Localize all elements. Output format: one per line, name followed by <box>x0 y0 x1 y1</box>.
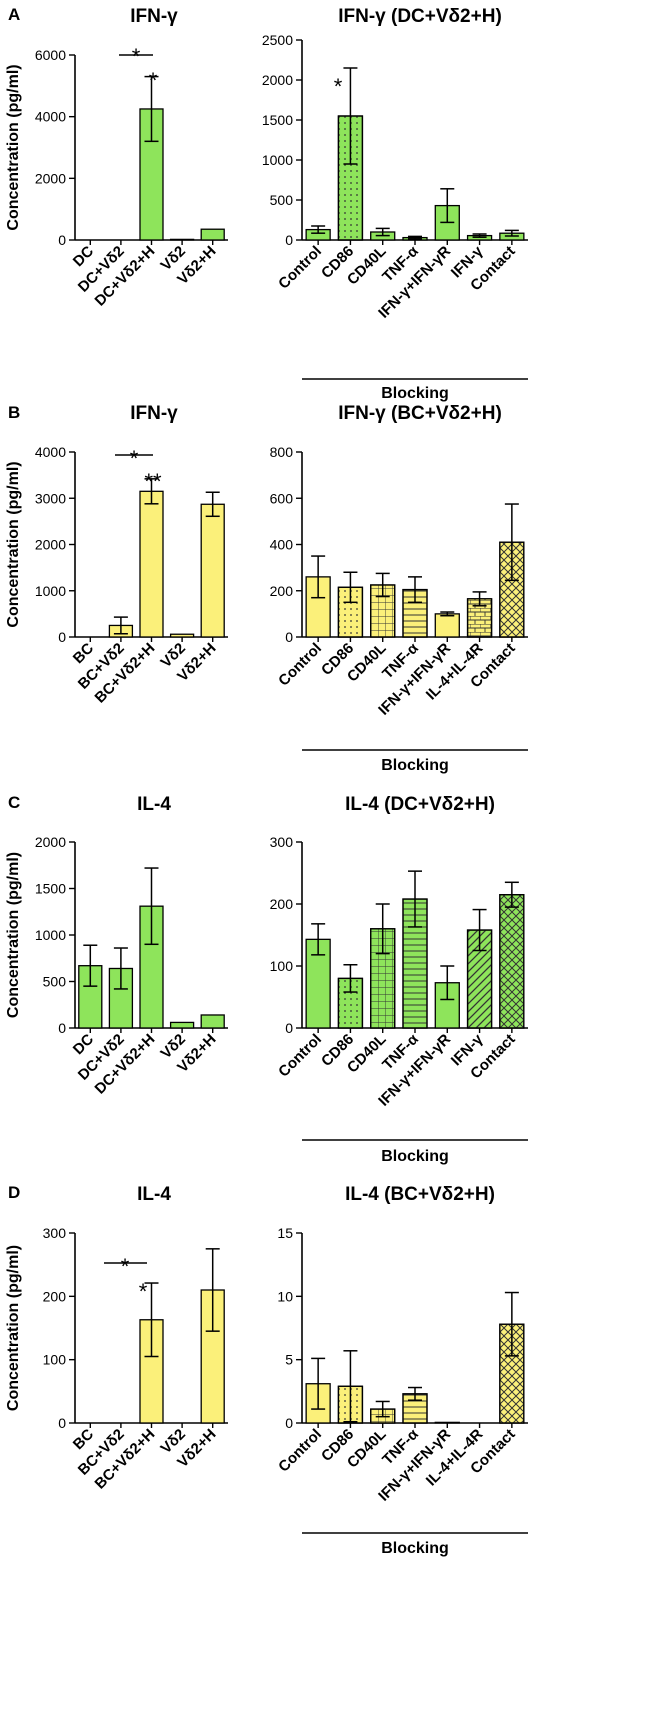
significance-marker: * <box>132 44 141 69</box>
bar <box>169 633 195 638</box>
y-axis-label: Concentration (pg/ml) <box>5 461 22 627</box>
y-tick-label: 0 <box>58 1020 66 1036</box>
y-tick-label: 0 <box>285 232 293 248</box>
chart-panel-a-left: A IFN-γ Concentration (pg/ml) 0 2000 4000 6000… <box>5 5 228 310</box>
x-category-label: Control <box>275 640 325 690</box>
y-tick-label: 0 <box>58 232 66 248</box>
y-tick-label: 500 <box>43 974 67 990</box>
y-axis-label: Concentration (pg/ml) <box>5 64 22 230</box>
y-tick-label: 10 <box>277 1288 293 1304</box>
y-tick-label: 0 <box>285 629 293 645</box>
bar <box>200 1014 225 1029</box>
y-tick-label: 500 <box>270 192 294 208</box>
significance-marker: * <box>149 68 158 93</box>
bar <box>434 1421 460 1424</box>
blocking-label: Blocking <box>381 1148 449 1165</box>
y-tick-label: 5 <box>285 1352 293 1368</box>
y-tick-label: 200 <box>270 583 294 599</box>
y-tick-label: 0 <box>58 629 66 645</box>
y-tick-label: 2500 <box>262 32 293 48</box>
chart-panel-c-left: C IL-4 Concentration (pg/ml) 0 500 1000 1500 20… <box>5 793 228 1098</box>
chart-title: IFN-γ (BC+Vδ2+H) <box>338 403 502 424</box>
y-tick-label: 1500 <box>35 881 66 897</box>
bar <box>200 228 225 241</box>
chart-panel-a-right: IFN-γ (DC+Vδ2+H) 0 500 1000 1500 2000 2500 Cont… <box>262 6 528 402</box>
bar-pattern <box>337 115 364 241</box>
y-tick-label: 600 <box>270 490 294 506</box>
y-tick-label: 300 <box>270 834 294 850</box>
y-tick-label: 2000 <box>35 834 66 850</box>
blocking-label: Blocking <box>381 385 449 402</box>
blocking-label: Blocking <box>381 1540 449 1557</box>
x-category-label: Control <box>275 1031 325 1081</box>
significance-marker: * <box>121 1254 130 1279</box>
y-axis-label: Concentration (pg/ml) <box>5 852 22 1018</box>
panel-letter: D <box>8 1183 20 1202</box>
bar <box>200 503 225 638</box>
y-tick-label: 200 <box>43 1288 67 1304</box>
bar <box>169 1021 195 1029</box>
panel-letter: B <box>8 403 20 422</box>
y-tick-label: 2000 <box>262 72 293 88</box>
significance-marker: * <box>334 74 343 99</box>
y-tick-label: 300 <box>43 1225 67 1241</box>
y-tick-label: 4000 <box>35 109 66 125</box>
chart-panel-d-right: IL-4 (BC+Vδ2+H)051015ControlCD86CD40LTNF… <box>275 1184 528 1557</box>
chart-title: IL-4 <box>137 794 171 815</box>
chart-title: IFN-γ <box>130 403 178 424</box>
y-tick-label: 6000 <box>35 47 66 63</box>
y-tick-label: 2000 <box>35 170 66 186</box>
blocking-label: Blocking <box>381 757 449 774</box>
y-tick-label: 400 <box>270 537 294 553</box>
y-tick-label: 1000 <box>262 152 293 168</box>
significance-marker: ** <box>144 469 162 494</box>
bar-pattern <box>499 894 525 1029</box>
y-tick-label: 1000 <box>35 583 66 599</box>
chart-panel-b-right: IFN-γ (BC+Vδ2+H)0200400600800ControlCD86… <box>270 403 528 774</box>
y-tick-label: 2000 <box>35 537 66 553</box>
significance-marker: * <box>130 446 139 471</box>
y-tick-label: 800 <box>270 444 294 460</box>
bar <box>434 613 460 638</box>
chart-title: IL-4 (DC+Vδ2+H) <box>345 794 495 815</box>
chart-title: IFN-γ (DC+Vδ2+H) <box>338 6 502 27</box>
y-tick-label: 4000 <box>35 444 66 460</box>
panel-letter: C <box>8 793 20 812</box>
y-tick-label: 1500 <box>262 112 293 128</box>
y-tick-label: 100 <box>43 1352 67 1368</box>
y-tick-label: 1000 <box>35 927 66 943</box>
y-tick-label: 0 <box>285 1415 293 1431</box>
x-category-label: Control <box>275 243 325 293</box>
y-tick-label: 15 <box>277 1225 293 1241</box>
y-tick-label: 100 <box>270 958 294 974</box>
y-tick-label: 0 <box>285 1020 293 1036</box>
chart-title: IFN-γ <box>130 6 178 27</box>
panel-letter: A <box>8 5 20 24</box>
y-axis-label: Concentration (pg/ml) <box>5 1245 22 1411</box>
y-tick-label: 0 <box>58 1415 66 1431</box>
y-tick-label: 3000 <box>35 490 66 506</box>
chart-panel-c-right: IL-4 (DC+Vδ2+H)0100200300ControlCD86CD40… <box>270 794 528 1165</box>
chart-panel-b-left: B IFN-γ Concentration (pg/ml) 0 1000 2000 3000… <box>5 403 228 707</box>
bar <box>139 490 164 638</box>
y-tick-label: 200 <box>270 896 294 912</box>
bar <box>169 238 195 241</box>
chart-title: IL-4 (BC+Vδ2+H) <box>345 1184 495 1205</box>
bar-pattern <box>466 929 493 1029</box>
chart-title: IL-4 <box>137 1184 171 1205</box>
significance-marker: * <box>139 1279 148 1304</box>
x-category-label: Control <box>275 1426 325 1476</box>
